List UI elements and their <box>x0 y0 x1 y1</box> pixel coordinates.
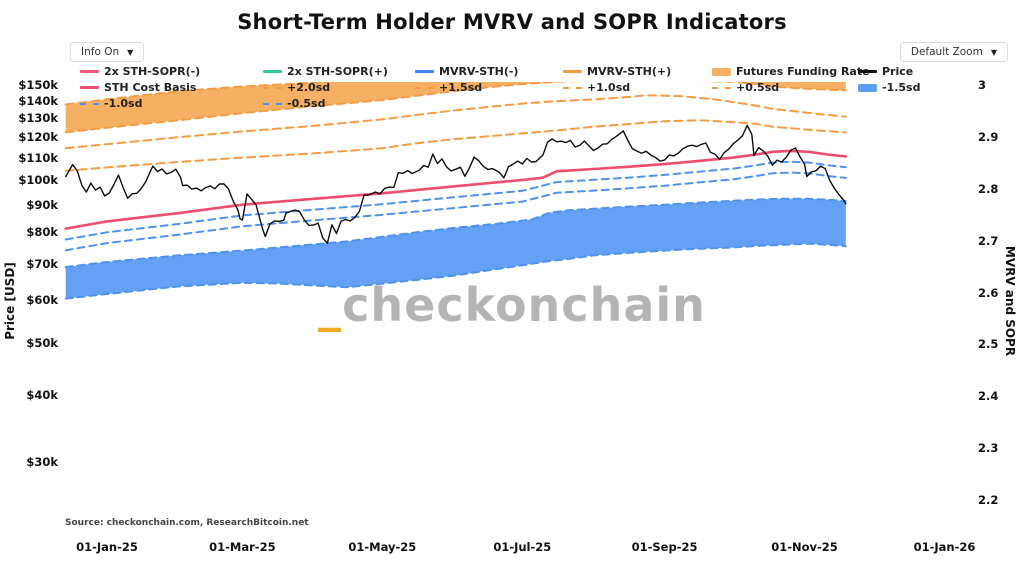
series-minus-1-5sd <box>64 197 847 268</box>
series-minus-2-0sd <box>64 242 847 300</box>
legend-swatch-dash <box>263 102 282 105</box>
legend-swatch-line <box>858 70 877 73</box>
legend-label: +0.5sd <box>736 81 780 94</box>
legend-item-sth-cost-basis[interactable]: STH Cost Basis <box>80 81 196 94</box>
legend-label: MVRV-STH(+) <box>587 65 672 78</box>
legend-item--2-0sd[interactable]: +2.0sd <box>263 81 330 94</box>
legend-swatch-line <box>80 70 99 73</box>
y-left-tick-$40k: $40k <box>26 387 58 402</box>
legend-item-futures-funding-rate[interactable]: Futures Funding Rate <box>712 65 870 78</box>
legend-item-mvrv-sth-[interactable]: MVRV-STH(+) <box>563 65 671 78</box>
legend-label: Price <box>882 65 914 78</box>
legend-swatch-line <box>263 70 282 73</box>
chevron-down-icon: ▼ <box>127 47 134 57</box>
x-tick-01-Nov-25: 01-Nov-25 <box>771 540 838 554</box>
series-plus-1-5sd <box>64 82 847 134</box>
upper-band-futures-funding-rate <box>65 82 846 133</box>
y-right-tick-2.3: 2.3 <box>978 441 999 456</box>
legend-label: +2.0sd <box>287 81 331 94</box>
x-tick-01-Jul-25: 01-Jul-25 <box>493 540 552 554</box>
legend-swatch-dash <box>712 86 731 89</box>
series-plus-2-0sd <box>64 82 342 106</box>
legend-label: +1.0sd <box>587 81 631 94</box>
legend-item-2x-sth-sopr-[interactable]: 2x STH-SOPR(-) <box>80 65 200 78</box>
y-right-tick-2.8: 2.8 <box>978 181 999 196</box>
zoom-preset-label: Default Zoom <box>910 46 983 58</box>
series-price <box>65 124 847 245</box>
y-left-tick-$140k: $140k <box>18 94 58 109</box>
legend-swatch-line <box>415 70 434 73</box>
legend-label: 2x STH-SOPR(-) <box>104 65 201 78</box>
info-toggle-button[interactable]: Info On ▼ <box>70 42 145 62</box>
legend-item-mvrv-sth-[interactable]: MVRV-STH(-) <box>415 65 518 78</box>
y-left-tick-$120k: $120k <box>18 130 58 145</box>
legend-swatch-line <box>80 86 99 89</box>
legend-label: +1.5sd <box>439 81 483 94</box>
legend-item--0-5sd[interactable]: -0.5sd <box>263 97 325 110</box>
y-left-tick-$90k: $90k <box>26 197 58 212</box>
y-right-tick-2.4: 2.4 <box>978 389 999 404</box>
y-right-tick-2.7: 2.7 <box>978 233 999 248</box>
x-tick-01-Mar-25: 01-Mar-25 <box>209 540 276 554</box>
y-right-tick-2.5: 2.5 <box>978 337 999 352</box>
legend-item-2x-sth-sopr-[interactable]: 2x STH-SOPR(+) <box>263 65 388 78</box>
legend-label: STH Cost Basis <box>104 81 197 94</box>
y-left-tick-$70k: $70k <box>26 256 58 271</box>
legend-item--0-5sd[interactable]: +0.5sd <box>712 81 779 94</box>
y-left-tick-$60k: $60k <box>26 292 58 307</box>
y-right-tick-2.9: 2.9 <box>978 129 999 144</box>
legend-item--1-0sd[interactable]: +1.0sd <box>563 81 630 94</box>
y-left-tick-$50k: $50k <box>26 335 58 350</box>
legend-label: -0.5sd <box>287 97 326 110</box>
legend-label: Futures Funding Rate <box>736 65 870 78</box>
legend-swatch-line <box>563 70 582 73</box>
y-left-tick-$130k: $130k <box>18 111 58 126</box>
y-right-tick-2.6: 2.6 <box>978 285 999 300</box>
series-minus-0-5sd <box>64 160 847 241</box>
legend-swatch-dash <box>80 102 99 105</box>
x-tick-01-May-25: 01-May-25 <box>348 540 417 554</box>
legend-item--1-5sd[interactable]: -1.5sd <box>858 81 920 94</box>
plot-series <box>64 82 848 300</box>
legend-label: -1.0sd <box>104 97 143 110</box>
zoom-preset-button[interactable]: Default Zoom ▼ <box>899 42 1008 62</box>
y-right-tick-3: 3 <box>978 78 987 92</box>
legend-item--1-5sd[interactable]: +1.5sd <box>415 81 482 94</box>
y-axis-title-left: Price [USD] <box>3 262 17 340</box>
legend-swatch-band <box>858 83 877 92</box>
y-left-tick-$80k: $80k <box>26 225 58 240</box>
chevron-down-icon: ▼ <box>990 47 997 57</box>
series-plus-1-0sd <box>64 94 847 150</box>
x-tick-01-Sep-25: 01-Sep-25 <box>631 540 698 554</box>
legend-label: 2x STH-SOPR(+) <box>287 65 388 78</box>
legend-swatch-dash <box>263 86 282 89</box>
lower-band-minus-1-5sd <box>65 198 846 299</box>
y-axis-title-right: MVRV and SOPR <box>1003 245 1017 357</box>
y-left-tick-$150k: $150k <box>18 77 58 92</box>
legend-label: MVRV-STH(-) <box>439 65 519 78</box>
x-tick-01-Jan-26: 01-Jan-26 <box>913 540 976 554</box>
legend-item-price[interactable]: Price <box>858 65 913 78</box>
info-toggle-label: Info On <box>81 46 120 58</box>
legend-swatch-dash <box>563 86 582 89</box>
y-right-tick-2.2: 2.2 <box>978 493 999 507</box>
legend-item--1-0sd[interactable]: -1.0sd <box>80 97 142 110</box>
series-plus-0-5sd <box>64 119 847 172</box>
x-tick-01-Jan-25: 01-Jan-25 <box>76 540 138 554</box>
legend-swatch-band <box>712 67 731 76</box>
legend-label: -1.5sd <box>882 81 921 94</box>
y-left-tick-$100k: $100k <box>18 173 58 187</box>
series-cost-basis <box>64 149 848 230</box>
page-title: Short-Term Holder MVRV and SOPR Indicato… <box>237 10 787 34</box>
source-attribution: Source: checkonchain.com, ResearchBitcoi… <box>65 518 309 528</box>
legend-swatch-dash <box>415 86 434 89</box>
y-left-tick-$110k: $110k <box>18 150 58 165</box>
y-left-tick-$30k: $30k <box>26 455 58 470</box>
series-minus-1-0sd <box>64 171 847 252</box>
